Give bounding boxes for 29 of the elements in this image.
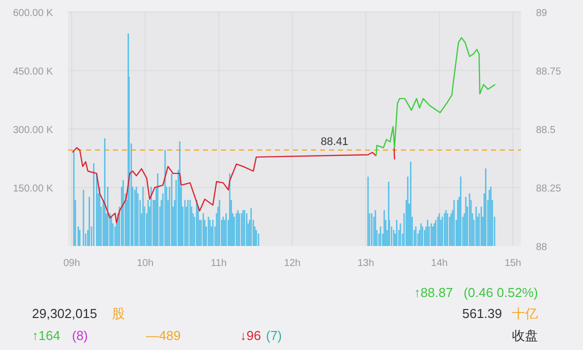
- ref-line-label: 88.41: [320, 136, 348, 148]
- x-tick-label: 12h: [284, 258, 301, 269]
- x-tick-label: 14h: [431, 258, 448, 269]
- y2-tick-label: 88: [536, 242, 548, 253]
- annotation: 29,302,015: [32, 306, 98, 321]
- y-tick-label: 300.00 K: [12, 125, 54, 136]
- annotation: ↑88.87: [414, 285, 453, 300]
- annotation: ↑164: [32, 328, 60, 343]
- y-tick-label: 600.00 K: [12, 8, 54, 19]
- y-tick-label: 150.00 K: [12, 184, 54, 194]
- annotation: —489: [146, 328, 181, 343]
- annotation: 十亿: [512, 306, 538, 321]
- x-tick-label: 11h: [210, 258, 227, 269]
- annotation: (0.46 0.52%): [464, 285, 538, 300]
- y2-tick-label: 88.75: [536, 66, 562, 78]
- annotation: ↓96: [240, 328, 261, 343]
- x-tick-label: 10h: [136, 258, 154, 269]
- y-tick-label: 450.00 K: [12, 66, 54, 78]
- annotation: (8): [72, 328, 88, 343]
- annotation: (7): [266, 328, 282, 343]
- annotation: 股: [112, 306, 125, 321]
- x-tick-label: 09h: [63, 258, 80, 269]
- x-tick-label: 13h: [357, 258, 374, 269]
- y2-tick-label: 88.5: [536, 125, 556, 136]
- annotation: 收盘: [512, 328, 538, 343]
- x-tick-label: 15h: [504, 258, 522, 269]
- annotation: 561.39: [462, 306, 502, 321]
- y2-tick-label: 88.25: [536, 184, 562, 194]
- y2-tick-label: 89: [536, 8, 548, 19]
